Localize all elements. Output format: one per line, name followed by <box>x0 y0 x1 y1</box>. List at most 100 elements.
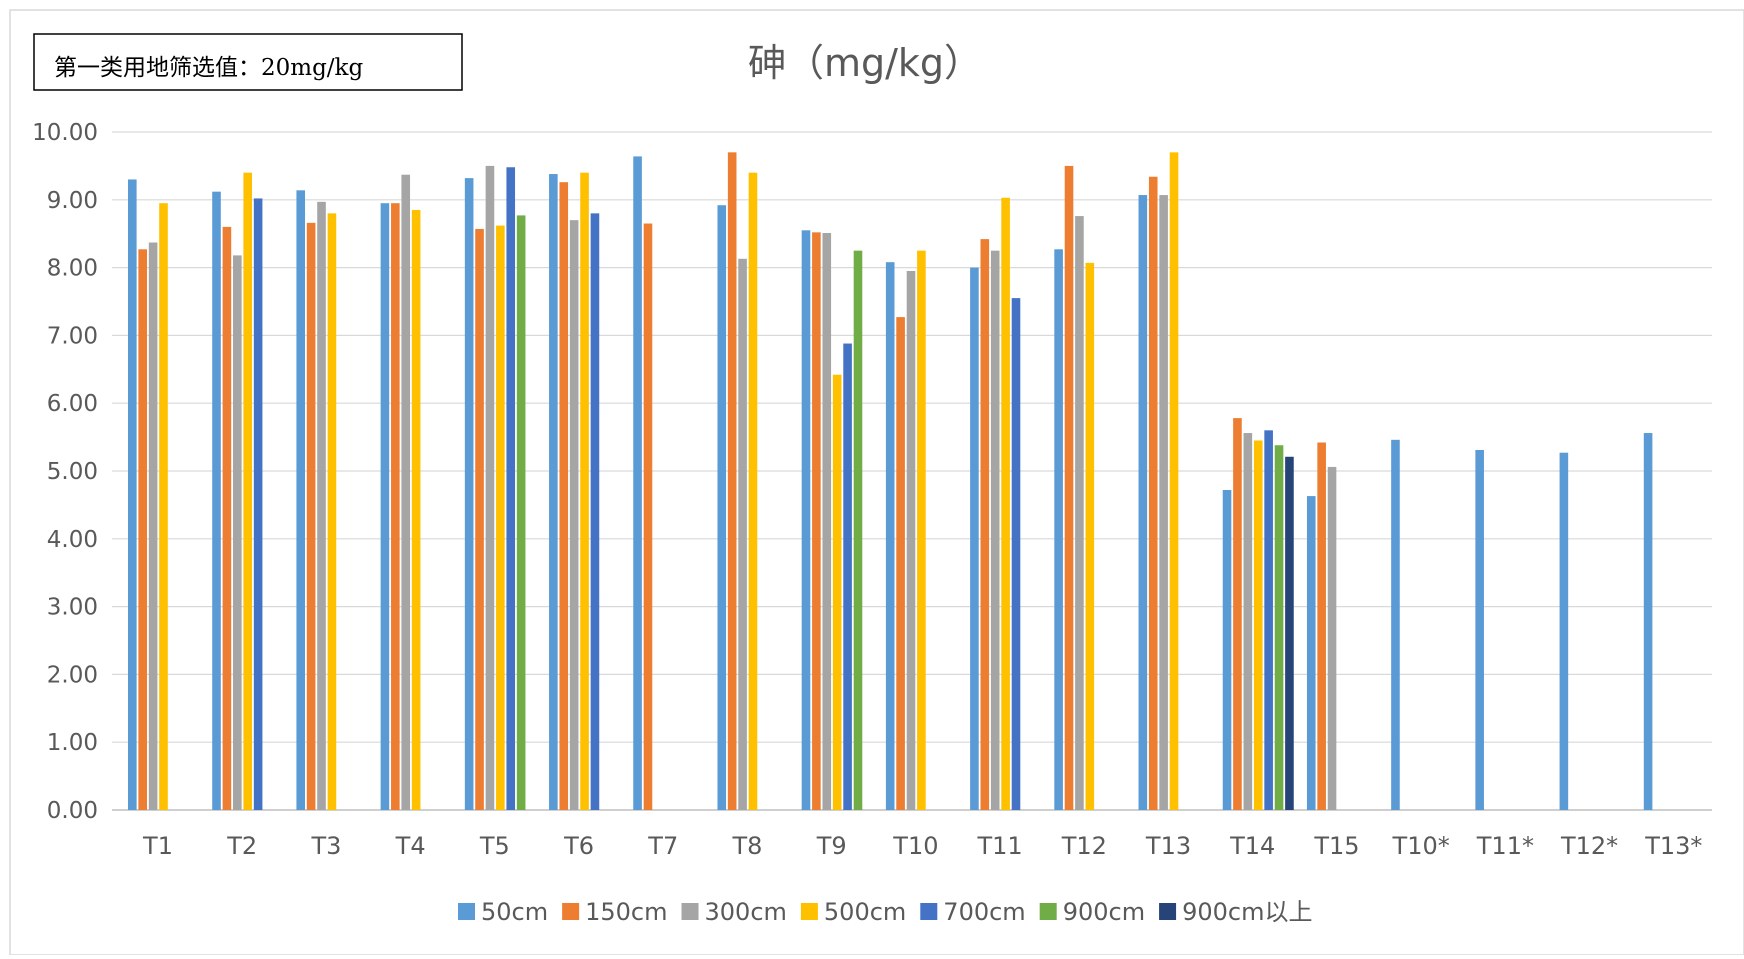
bar <box>128 179 137 810</box>
x-tick-label: T7 <box>647 832 678 860</box>
y-tick-label: 10.00 <box>32 120 98 146</box>
bar <box>1064 165 1074 810</box>
bar <box>633 156 642 810</box>
bar <box>243 172 253 810</box>
legend-swatch <box>458 903 475 920</box>
legend-label: 900cm以上 <box>1182 898 1312 926</box>
bar <box>1148 176 1158 811</box>
x-tick-label: T6 <box>563 832 594 860</box>
x-tick-label: T11 <box>977 832 1023 860</box>
bar <box>990 250 1000 810</box>
bar <box>1475 449 1484 810</box>
legend: 50cm 150cm 300cm 500cm 700cm 900cm 900cm以上 <box>458 898 1312 926</box>
x-tick-label: T2 <box>226 832 257 860</box>
y-tick-label: 8.00 <box>47 256 98 282</box>
bar <box>738 258 747 810</box>
bar <box>1233 418 1242 810</box>
bar <box>748 172 758 810</box>
y-tick-label: 2.00 <box>47 662 98 688</box>
bar <box>233 255 242 810</box>
bar <box>1054 249 1063 810</box>
bar <box>317 201 326 811</box>
x-tick-label: T12 <box>1061 832 1107 860</box>
x-tick-label: T11* <box>1476 832 1534 860</box>
legend-swatch <box>920 903 938 920</box>
bar <box>580 172 589 810</box>
legend-label: 300cm <box>705 898 787 926</box>
bar <box>306 222 316 811</box>
bar <box>253 198 263 811</box>
y-tick-label: 0.00 <box>47 798 98 824</box>
bar <box>516 215 526 811</box>
threshold-note-box <box>33 33 463 91</box>
bar <box>1306 496 1316 810</box>
legend-label: 700cm <box>943 898 1025 926</box>
y-tick-label: 5.00 <box>47 459 98 485</box>
y-tick-label: 6.00 <box>47 391 98 417</box>
bar <box>464 178 474 810</box>
x-tick-label: T5 <box>479 832 510 860</box>
bar <box>1274 445 1284 810</box>
chart-title: 砷（mg/kg） <box>748 41 982 85</box>
bar <box>159 203 168 810</box>
bar <box>327 213 337 811</box>
bar <box>1169 152 1179 811</box>
bar <box>569 220 579 810</box>
bar <box>1075 216 1084 810</box>
bar <box>496 225 505 811</box>
bar <box>380 203 390 810</box>
legend-label: 50cm <box>481 898 548 926</box>
x-tick-label: T13 <box>1145 832 1191 860</box>
bar <box>885 262 895 810</box>
legend-label: 500cm <box>824 898 906 926</box>
legend-label: 150cm <box>585 898 667 926</box>
bar <box>1317 442 1326 810</box>
bar <box>296 190 306 811</box>
bar <box>970 267 979 811</box>
bar <box>1085 262 1095 810</box>
bar <box>843 343 852 810</box>
bar <box>853 250 863 810</box>
bar <box>1391 439 1400 810</box>
x-tick-label: T15 <box>1313 832 1359 860</box>
x-tick-label: T4 <box>395 832 426 860</box>
bar <box>559 182 569 810</box>
bar <box>549 174 558 810</box>
bars <box>128 152 1653 811</box>
bar <box>1001 197 1010 811</box>
x-tick-label: T13* <box>1644 832 1702 860</box>
bar <box>832 374 842 810</box>
legend-swatch <box>1159 903 1177 920</box>
bar <box>1138 195 1148 810</box>
threshold-note: 第一类用地筛选值：20mg/kg <box>54 55 363 81</box>
bar <box>896 317 905 810</box>
bar <box>1327 466 1337 810</box>
bar <box>1253 440 1263 810</box>
bar <box>1264 430 1273 810</box>
bar <box>411 209 421 811</box>
y-tick-label: 7.00 <box>47 323 98 349</box>
y-tick-label: 1.00 <box>47 730 98 756</box>
x-tick-label: T3 <box>310 832 341 860</box>
x-tick-label: T1 <box>142 832 173 860</box>
bar <box>475 228 484 811</box>
legend-swatch <box>562 903 580 920</box>
x-tick-label: T14 <box>1229 832 1275 860</box>
bar <box>917 250 926 810</box>
x-tick-label: T9 <box>816 832 847 860</box>
x-tick-label: T12* <box>1560 832 1618 860</box>
bar <box>1011 298 1021 810</box>
bar <box>1222 489 1232 810</box>
legend-swatch <box>681 903 699 920</box>
bar <box>727 152 737 811</box>
bar <box>148 242 158 810</box>
bar <box>485 165 495 810</box>
bar <box>590 213 600 811</box>
bar <box>222 226 232 811</box>
bar <box>212 191 221 810</box>
bar <box>906 270 916 810</box>
bar <box>643 223 653 810</box>
bar <box>1285 456 1294 810</box>
bar <box>717 205 727 810</box>
